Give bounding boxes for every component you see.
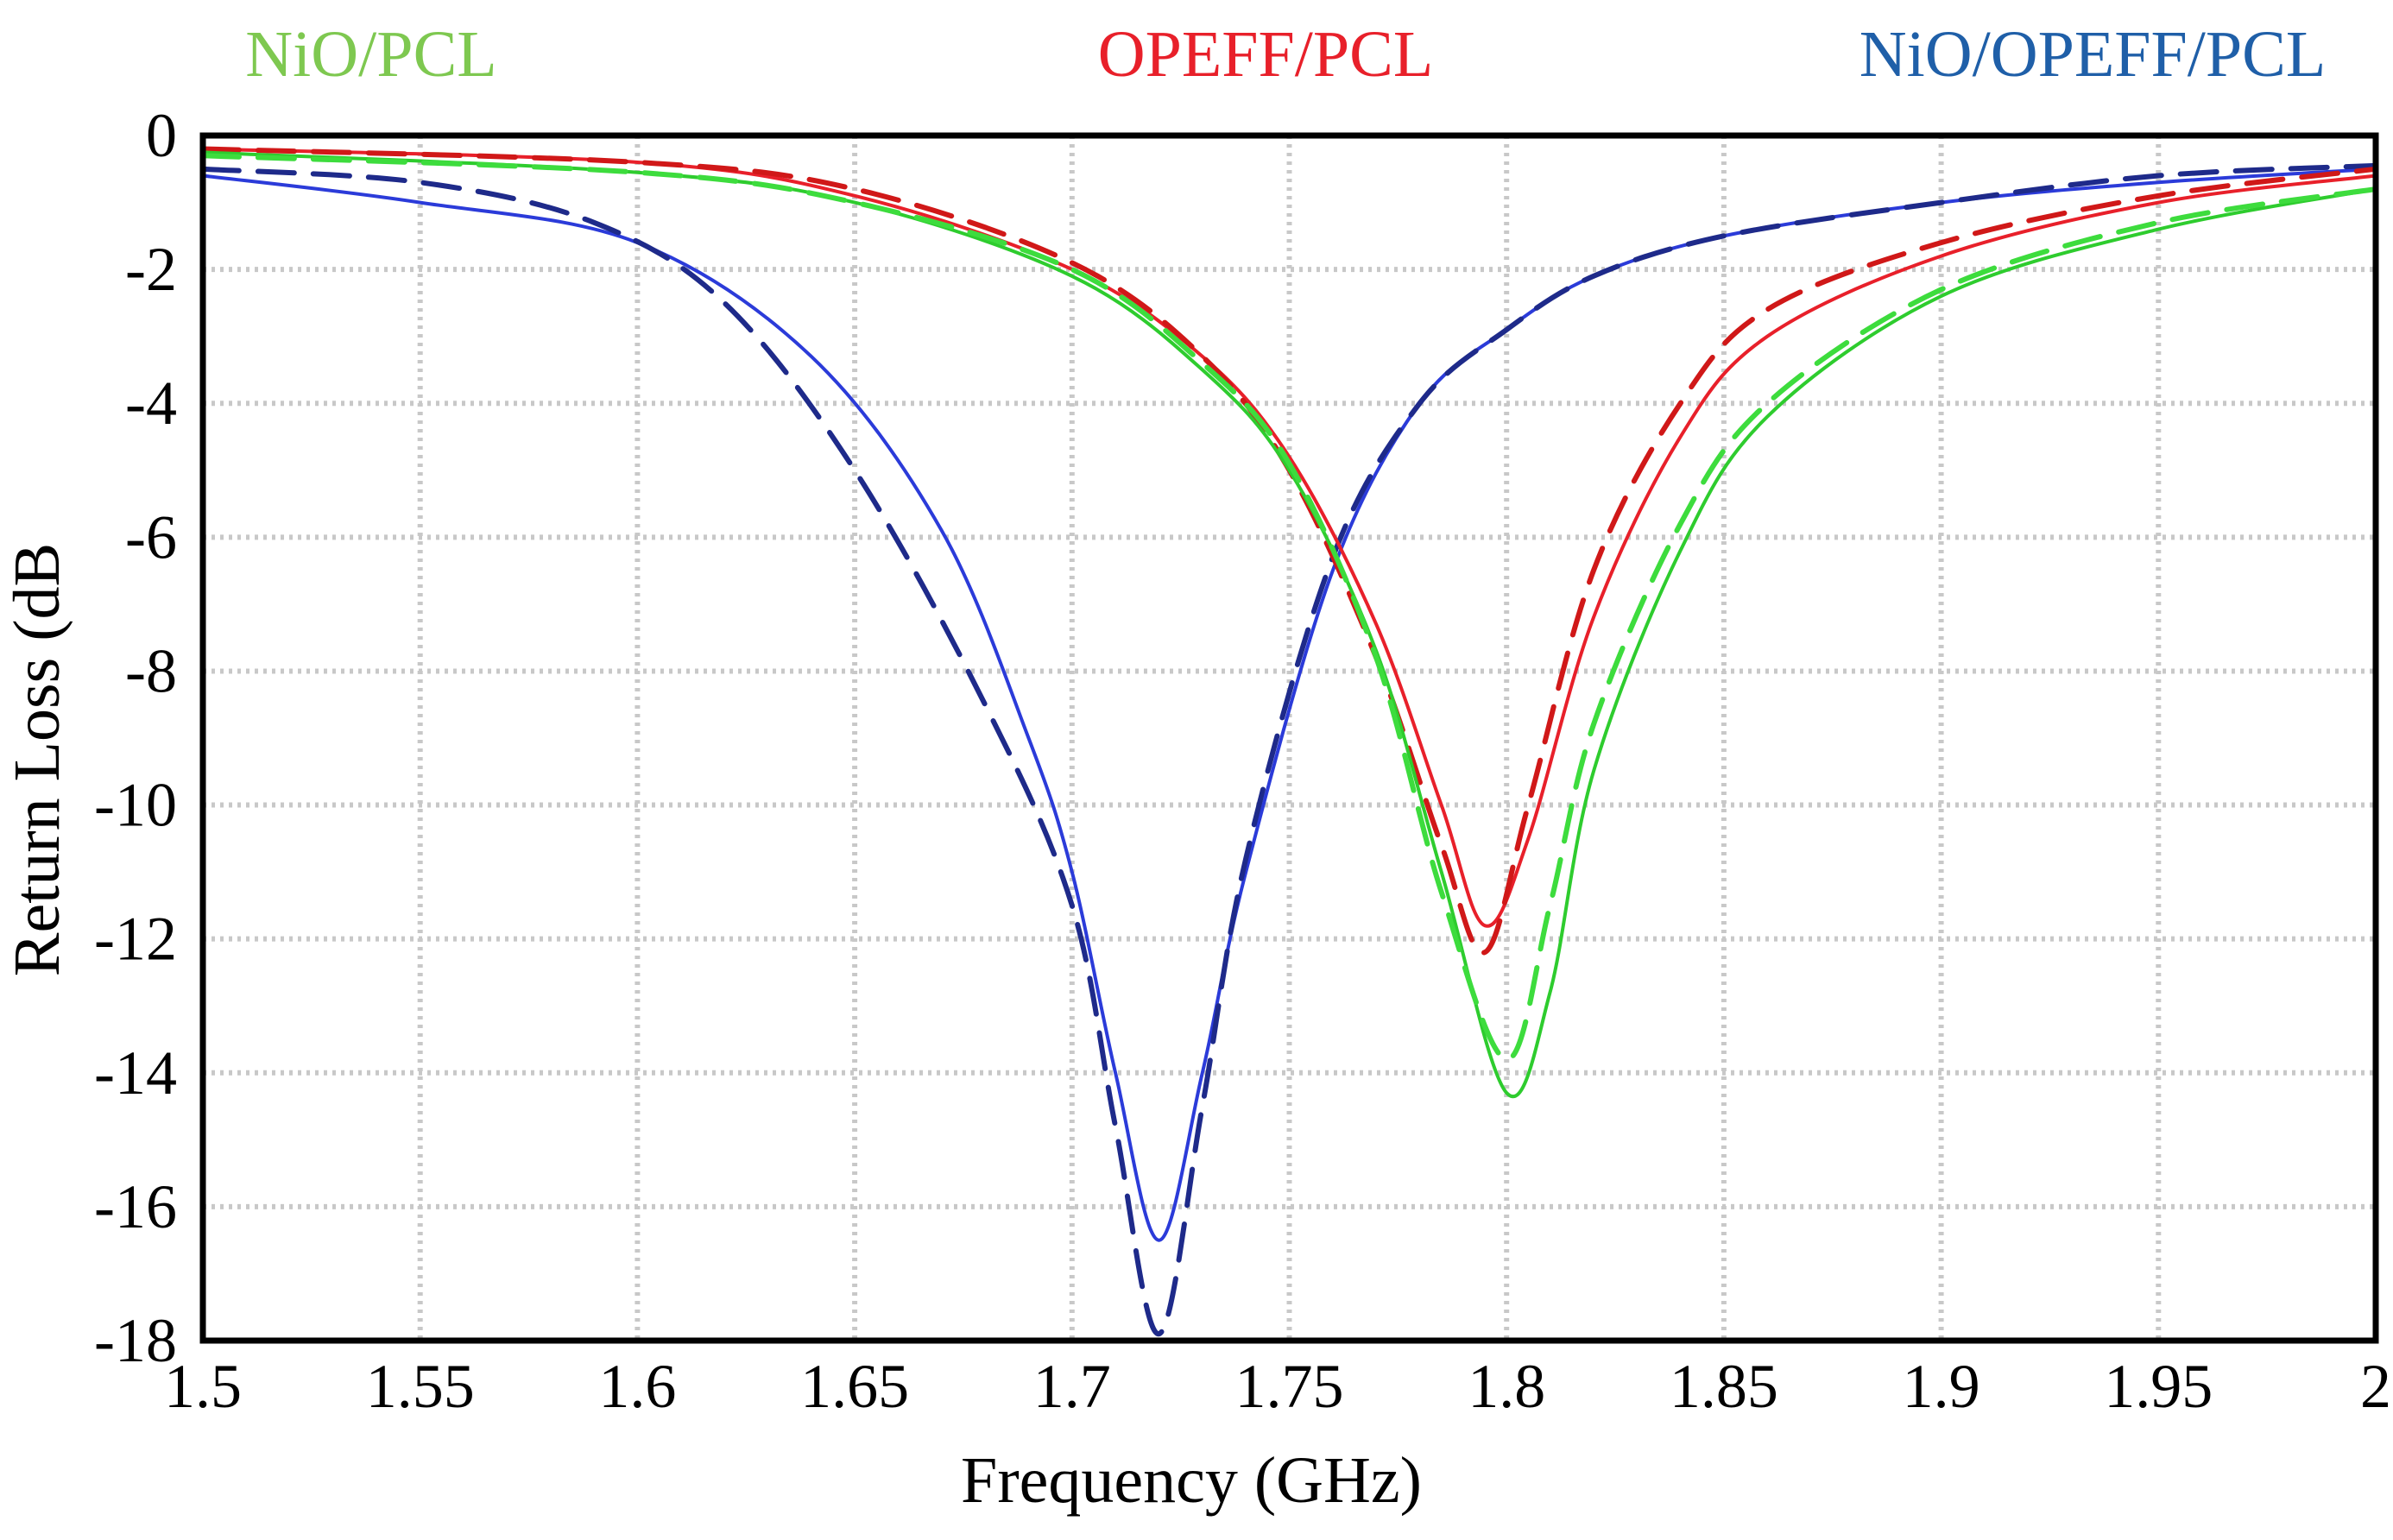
series-line-opeff-pcl-solid xyxy=(201,147,2377,928)
x-tick-label: 1.8 xyxy=(1468,1352,1545,1421)
y-tick-label: -16 xyxy=(94,1172,177,1241)
x-axis-label: Frequency (GHz) xyxy=(961,1444,1422,1517)
grid xyxy=(203,136,2376,1341)
y-tick-labels: 0 -2 -4 -6 -8 -10 -12 -14 -16 -18 xyxy=(94,101,177,1375)
y-tick-label: -4 xyxy=(125,369,177,438)
x-tick-label: 1.55 xyxy=(366,1352,475,1421)
series-line-nio-pcl-dashed xyxy=(200,153,2378,1063)
x-tick-label: 1.85 xyxy=(1670,1352,1778,1421)
y-tick-label: 0 xyxy=(146,101,177,170)
x-tick-label: 1.5 xyxy=(164,1352,242,1421)
y-tick-label: -2 xyxy=(125,235,177,304)
x-tick-label: 1.7 xyxy=(1033,1352,1111,1421)
legend-opeff-pcl: OPEFF/PCL xyxy=(1098,18,1434,91)
series-line-nio-opeff-pcl-dashed xyxy=(200,162,2378,1337)
plot-frame xyxy=(199,132,2379,1344)
series-line-opeff-pcl-dashed xyxy=(200,146,2378,956)
x-tick-label: 1.6 xyxy=(598,1352,676,1421)
y-axis-label: Return Loss (dB xyxy=(1,543,73,976)
x-tick-labels: 1.5 1.55 1.6 1.65 1.7 1.75 1.8 1.85 1.9 1.95 2 xyxy=(164,1352,2391,1421)
series-layer xyxy=(200,146,2378,1337)
x-tick-label: 1.75 xyxy=(1235,1352,1344,1421)
y-tick-label: -10 xyxy=(94,771,177,840)
series-line-nio-opeff-pcl-solid xyxy=(201,167,2377,1242)
x-tick-label: 1.9 xyxy=(1903,1352,1980,1421)
y-tick-label: -14 xyxy=(94,1038,177,1108)
x-tick-label: 1.95 xyxy=(2104,1352,2213,1421)
y-tick-label: -18 xyxy=(94,1306,177,1375)
y-tick-label: -6 xyxy=(125,502,177,571)
y-tick-label: -12 xyxy=(94,905,177,974)
legend-nio-pcl: NiO/PCL xyxy=(245,18,496,91)
x-tick-label: 2 xyxy=(2360,1352,2391,1421)
legend-nio-opeff-pcl: NiO/OPEFF/PCL xyxy=(1859,18,2327,91)
y-tick-label: -8 xyxy=(125,636,177,705)
x-tick-label: 1.65 xyxy=(800,1352,909,1421)
